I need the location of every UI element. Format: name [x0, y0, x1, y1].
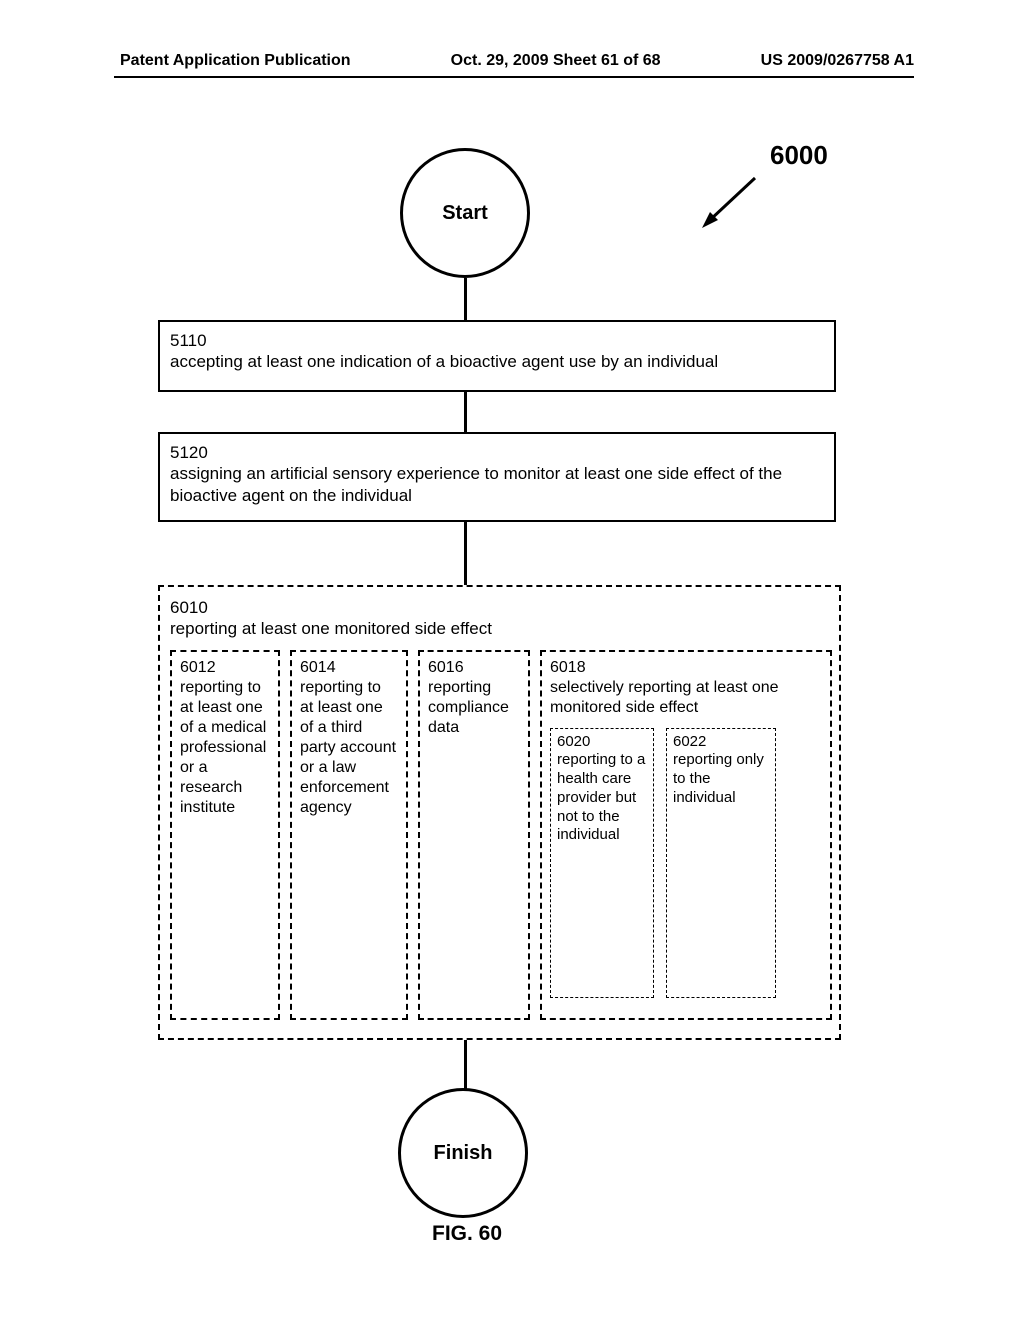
finish-label: Finish [434, 1142, 493, 1165]
step-6012: 6012 reporting to at least one of a medi… [170, 650, 280, 1020]
start-label: Start [442, 202, 488, 225]
connector [464, 1040, 467, 1090]
step-text: reporting compliance data [428, 679, 509, 736]
header-center: Oct. 29, 2009 Sheet 61 of 68 [451, 52, 661, 70]
step-text: reporting to at least one of a medical p… [180, 679, 266, 816]
header-right: US 2009/0267758 A1 [761, 52, 914, 70]
step-5110: 5110 accepting at least one indication o… [158, 320, 836, 392]
step-text: reporting only to the individual [673, 751, 764, 806]
step-6014: 6014 reporting to at least one of a thir… [290, 650, 408, 1020]
step-number: 5110 [170, 331, 207, 350]
step-5120: 5120 assigning an artificial sensory exp… [158, 432, 836, 522]
connector [464, 522, 467, 585]
page-header: Patent Application Publication Oct. 29, … [0, 52, 1024, 70]
step-text: reporting to at least one of a third par… [300, 679, 396, 816]
page: Patent Application Publication Oct. 29, … [0, 0, 1024, 1320]
inner-row: 6020 reporting to a health care provider… [550, 728, 822, 998]
step-text: reporting at least one monitored side ef… [170, 619, 492, 638]
start-node: Start [400, 148, 530, 278]
step-text: reporting to a health care provider but … [557, 751, 645, 843]
step-6010-title: 6010 reporting at least one monitored si… [170, 597, 829, 640]
finish-node: Finish [398, 1088, 528, 1218]
step-number: 6018 [550, 658, 822, 678]
substeps-row: 6012 reporting to at least one of a medi… [170, 650, 829, 1020]
step-6018: 6018 selectively reporting at least one … [540, 650, 832, 1020]
step-6010: 6010 reporting at least one monitored si… [158, 585, 841, 1040]
arrow-icon [700, 170, 770, 240]
step-text: selectively reporting at least one monit… [550, 679, 779, 716]
header-rule [114, 76, 914, 78]
step-number: 5120 [170, 443, 208, 462]
figure-ref-number: 6000 [770, 140, 828, 171]
step-6022: 6022 reporting only to the individual [666, 728, 776, 998]
header-left: Patent Application Publication [120, 52, 351, 70]
connector [464, 278, 467, 320]
figure-caption: FIG. 60 [432, 1222, 502, 1246]
step-text: accepting at least one indication of a b… [170, 352, 718, 371]
step-number: 6020 [557, 733, 647, 752]
step-number: 6016 [428, 658, 520, 678]
step-number: 6014 [300, 658, 398, 678]
step-6020: 6020 reporting to a health care provider… [550, 728, 654, 998]
step-number: 6022 [673, 733, 769, 752]
step-text: assigning an artificial sensory experien… [170, 464, 782, 504]
step-number: 6012 [180, 658, 270, 678]
step-number: 6010 [170, 598, 208, 617]
step-6016: 6016 reporting compliance data [418, 650, 530, 1020]
connector [464, 392, 467, 432]
